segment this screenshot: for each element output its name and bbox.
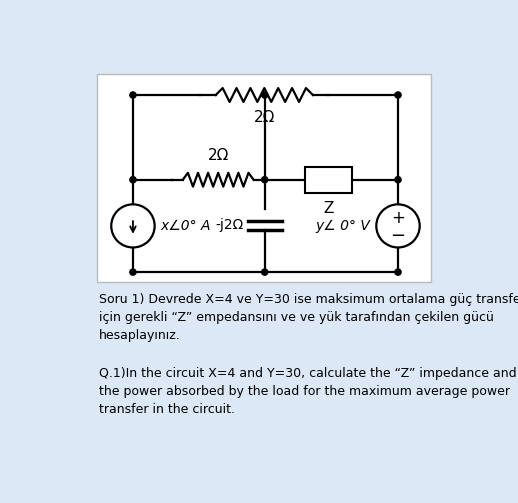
Circle shape (395, 269, 401, 275)
Circle shape (130, 269, 136, 275)
Text: -j2Ω: -j2Ω (215, 218, 244, 232)
Circle shape (395, 177, 401, 183)
Circle shape (395, 92, 401, 98)
Text: +: + (391, 209, 405, 227)
Bar (305, 166, 352, 193)
Text: Z: Z (323, 201, 334, 216)
Text: 2Ω: 2Ω (208, 148, 229, 163)
Circle shape (130, 92, 136, 98)
Text: −: − (391, 227, 406, 245)
Bar (97, 74, 430, 282)
Circle shape (376, 204, 420, 247)
Text: 2Ω: 2Ω (254, 111, 275, 125)
Text: y∠ 0° V: y∠ 0° V (315, 219, 370, 233)
Text: x∠0° A: x∠0° A (161, 219, 211, 233)
Circle shape (262, 269, 268, 275)
Circle shape (111, 204, 155, 247)
Circle shape (130, 177, 136, 183)
Text: Q.1)In the circuit X=4 and Y=30, calculate the “Z” impedance and
the power absor: Q.1)In the circuit X=4 and Y=30, calcula… (99, 367, 516, 416)
Circle shape (262, 92, 268, 98)
Text: Soru 1) Devrede X=4 ve Y=30 ise maksimum ortalama güç transferi
için gerekli “Z”: Soru 1) Devrede X=4 ve Y=30 ise maksimum… (99, 293, 518, 342)
Circle shape (262, 177, 268, 183)
